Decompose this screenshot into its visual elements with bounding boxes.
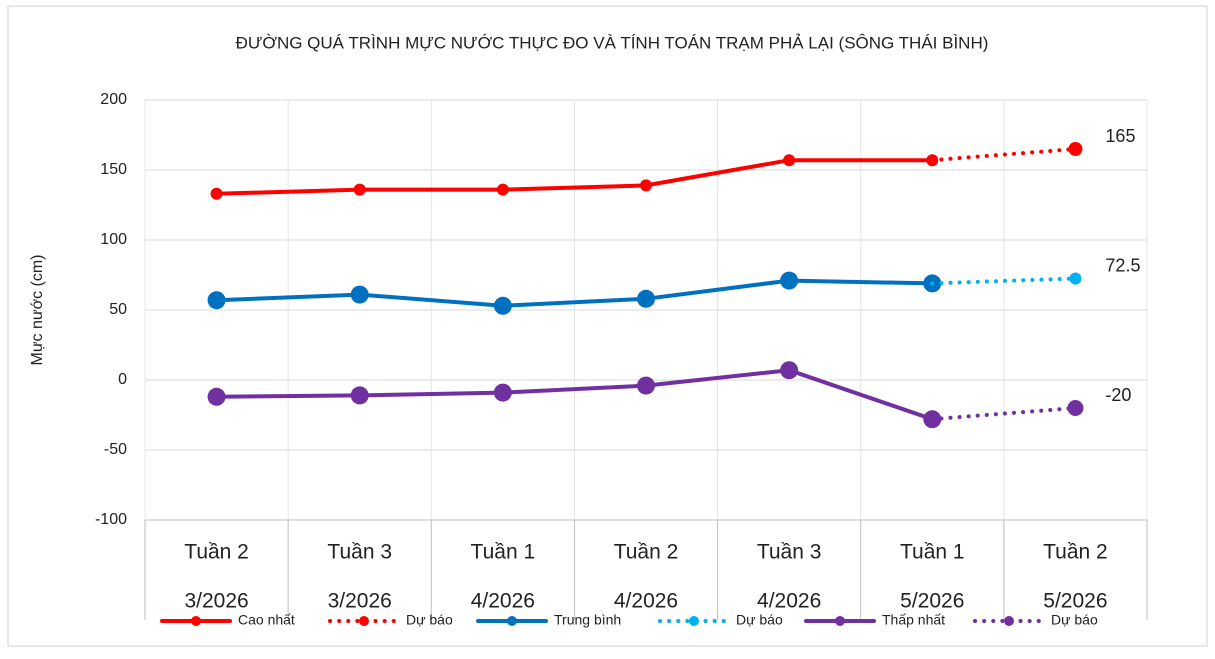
marker [637, 289, 655, 308]
marker [780, 271, 799, 290]
x-tick-group-label: 5/2026 [900, 590, 964, 613]
y-tick-label: 200 [100, 91, 127, 108]
legend-marker [359, 616, 369, 626]
marker [493, 296, 512, 315]
marker [783, 154, 796, 167]
marker [493, 383, 512, 402]
x-tick-group-label: 4/2026 [471, 590, 535, 613]
data-label: -20 [1105, 385, 1131, 405]
x-tick-label: Tuần 2 [614, 541, 679, 564]
x-tick-label: Tuần 2 [1043, 541, 1108, 564]
legend-marker [507, 616, 517, 626]
y-tick-label: 100 [100, 231, 127, 248]
marker [640, 179, 652, 192]
legend-label: Trung bình [554, 612, 621, 628]
legend-marker [835, 616, 845, 626]
legend-marker [689, 616, 699, 626]
y-tick-label: -100 [95, 511, 127, 528]
x-tick-label: Tuần 1 [900, 541, 965, 564]
marker [780, 361, 799, 380]
x-tick-group-label: 3/2026 [184, 590, 248, 613]
series-line [214, 158, 935, 196]
x-tick-group-label: 5/2026 [1043, 590, 1107, 613]
marker [353, 183, 366, 196]
chart-border [7, 5, 1208, 647]
series-line [214, 278, 935, 308]
legend-label: Dự báo [1051, 612, 1098, 628]
data-label: 165 [1105, 126, 1135, 146]
x-tick-label: Tuần 3 [327, 541, 392, 564]
y-tick-label: 0 [118, 371, 127, 388]
legend-label: Dự báo [406, 612, 453, 628]
legend-label: Thấp nhất [882, 612, 945, 628]
x-tick-label: Tuần 1 [471, 541, 536, 564]
marker [1067, 400, 1084, 416]
series-line [930, 147, 1078, 163]
legend-label: Cao nhất [238, 612, 295, 628]
x-tick-group-label: 4/2026 [614, 590, 678, 613]
legend-marker [1004, 616, 1014, 626]
series-line [930, 406, 1078, 422]
marker [637, 376, 655, 395]
marker [207, 291, 226, 310]
chart-title: ĐƯỜNG QUÁ TRÌNH MỰC NƯỚC THỰC ĐO VÀ TÍNH… [236, 33, 989, 52]
marker [350, 386, 369, 405]
y-tick-label: -50 [104, 441, 127, 458]
series-line [214, 368, 935, 422]
x-tick-label: Tuần 3 [757, 541, 822, 564]
marker [496, 183, 509, 196]
marker [207, 387, 226, 406]
marker [350, 285, 369, 304]
y-tick-label: 50 [109, 301, 127, 318]
data-label: 72.5 [1105, 255, 1140, 275]
marker [1069, 272, 1082, 285]
legend-marker [191, 616, 201, 626]
x-tick-group-label: 4/2026 [757, 590, 821, 613]
x-tick-label: Tuần 2 [184, 541, 249, 564]
x-tick-group-label: 3/2026 [328, 590, 392, 613]
series-line [930, 276, 1078, 286]
marker [210, 187, 223, 200]
marker [1068, 142, 1083, 156]
y-axis-label: Mực nước (cm) [29, 254, 46, 365]
legend-label: Dự báo [736, 612, 783, 628]
y-tick-label: 150 [100, 161, 127, 178]
